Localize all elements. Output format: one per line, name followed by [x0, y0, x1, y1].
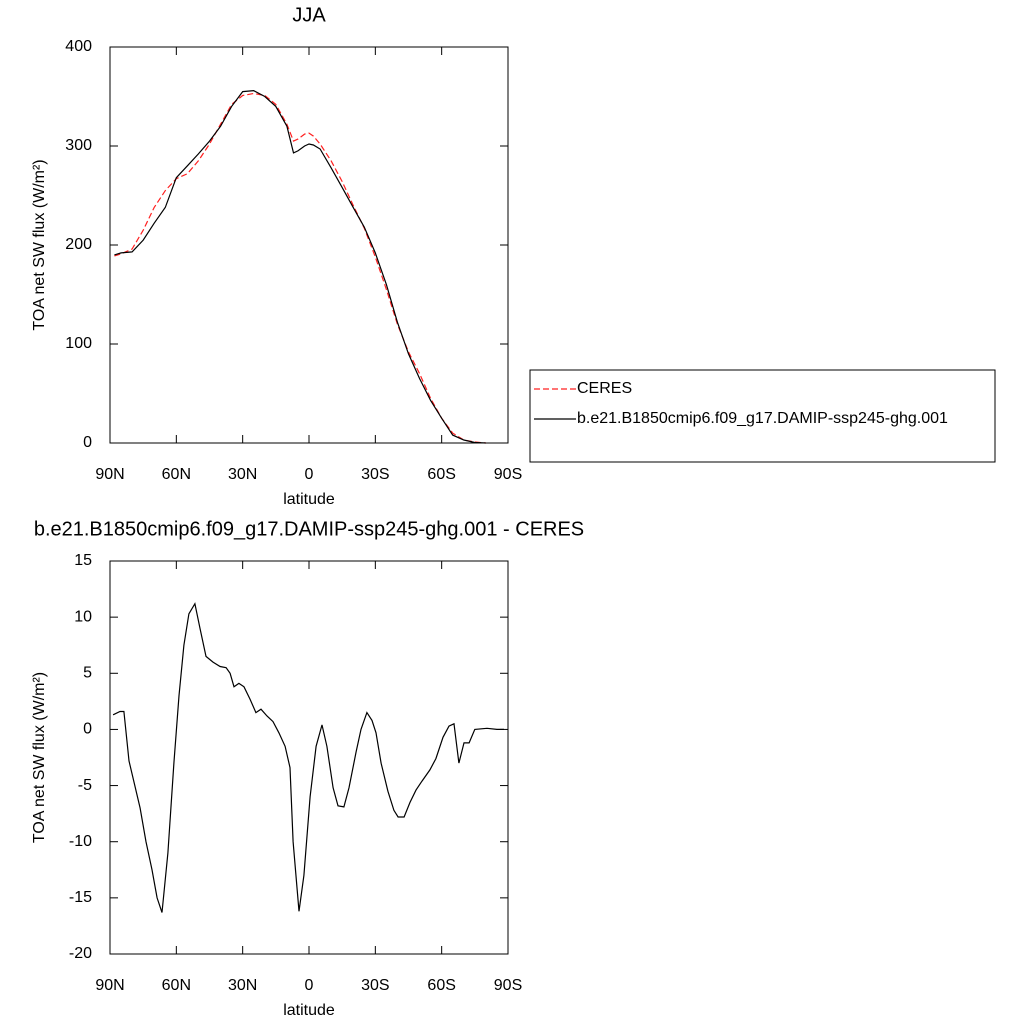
data-line [114, 89, 486, 444]
y-axis-label: TOA net SW flux (W/m²) [31, 672, 48, 843]
x-tick-label: 90N [95, 466, 124, 483]
legend-label: CERES [577, 380, 632, 397]
x-tick-label: 90S [494, 466, 522, 483]
data-line [114, 92, 486, 444]
x-tick-label: 90S [494, 977, 522, 994]
legend-box [529, 369, 996, 463]
y-tick-label: 15 [74, 552, 92, 569]
y-tick-label: 0 [83, 434, 92, 451]
y-axis-label: TOA net SW flux (W/m²) [31, 159, 48, 330]
y-tick-label: -5 [78, 777, 92, 794]
data-line [112, 602, 504, 913]
chart-title: JJA [292, 4, 326, 26]
plot-frame [109, 46, 509, 444]
y-tick-label: 5 [83, 665, 92, 682]
y-tick-label: 0 [83, 721, 92, 738]
x-tick-label: 60N [162, 466, 191, 483]
legend-label: b.e21.B1850cmip6.f09_g17.DAMIP-ssp245-gh… [577, 410, 948, 427]
x-tick-label: 0 [305, 466, 314, 483]
x-tick-label: 60S [427, 466, 455, 483]
y-tick-label: 100 [65, 335, 92, 352]
x-tick-label: 30S [361, 466, 389, 483]
y-tick-label: 200 [65, 236, 92, 253]
y-tick-label: 300 [65, 137, 92, 154]
x-tick-label: 60S [427, 977, 455, 994]
plot-frame [109, 560, 509, 955]
y-tick-label: -10 [69, 833, 92, 850]
x-axis-label: latitude [283, 491, 335, 508]
y-tick-label: -15 [69, 889, 92, 906]
chart-title: b.e21.B1850cmip6.f09_g17.DAMIP-ssp245-gh… [34, 518, 584, 540]
x-tick-label: 30S [361, 977, 389, 994]
x-axis-label: latitude [283, 1002, 335, 1019]
x-tick-label: 0 [305, 977, 314, 994]
y-tick-label: -20 [69, 945, 92, 962]
y-tick-label: 10 [74, 608, 92, 625]
x-tick-label: 30N [228, 466, 257, 483]
y-tick-label: 400 [65, 38, 92, 55]
x-tick-label: 30N [228, 977, 257, 994]
x-tick-label: 60N [162, 977, 191, 994]
x-tick-label: 90N [95, 977, 124, 994]
